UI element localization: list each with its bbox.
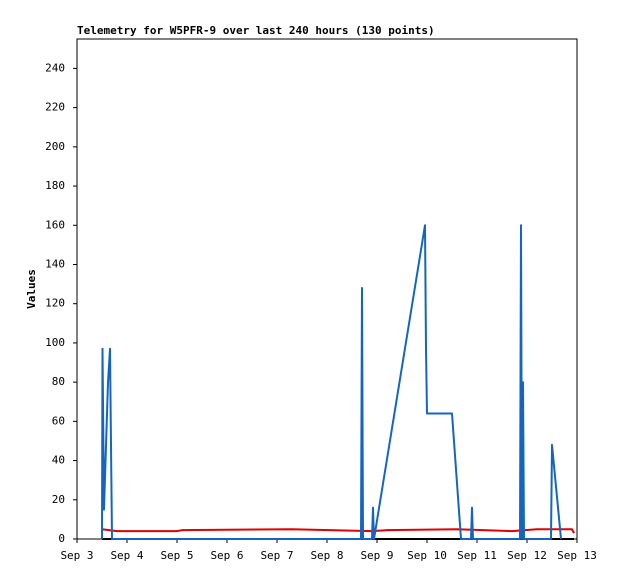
y-tick-label: 180 [45,179,65,192]
x-tick-label: Sep 5 [160,549,193,562]
y-tick-label: 140 [45,257,65,270]
y-tick-label: 60 [52,414,65,427]
y-tick-label: 20 [52,493,65,506]
x-tick-label: Sep 3 [60,549,93,562]
y-tick-label: 240 [45,61,65,74]
x-tick-label: Sep 12 [507,549,547,562]
series-line [101,224,562,540]
y-tick-label: 40 [52,454,65,467]
x-tick-label: Sep 13 [557,549,597,562]
x-tick-label: Sep 4 [110,549,143,562]
chart-title: Telemetry for W5PFR-9 over last 240 hour… [77,24,435,37]
y-tick-label: 100 [45,336,65,349]
x-tick-label: Sep 7 [260,549,293,562]
x-tick-label: Sep 6 [210,549,243,562]
y-tick-label: 120 [45,297,65,310]
y-tick-label: 220 [45,101,65,114]
x-tick-label: Sep 9 [360,549,393,562]
y-tick-label: 200 [45,140,65,153]
x-tick-label: Sep 10 [407,549,447,562]
x-tick-label: Sep 8 [310,549,343,562]
y-tick-label: 0 [58,532,65,545]
series-line [101,528,575,534]
y-tick-label: 80 [52,375,65,388]
x-tick-label: Sep 11 [457,549,497,562]
y-axis-label: Values [25,269,38,309]
y-tick-label: 160 [45,218,65,231]
